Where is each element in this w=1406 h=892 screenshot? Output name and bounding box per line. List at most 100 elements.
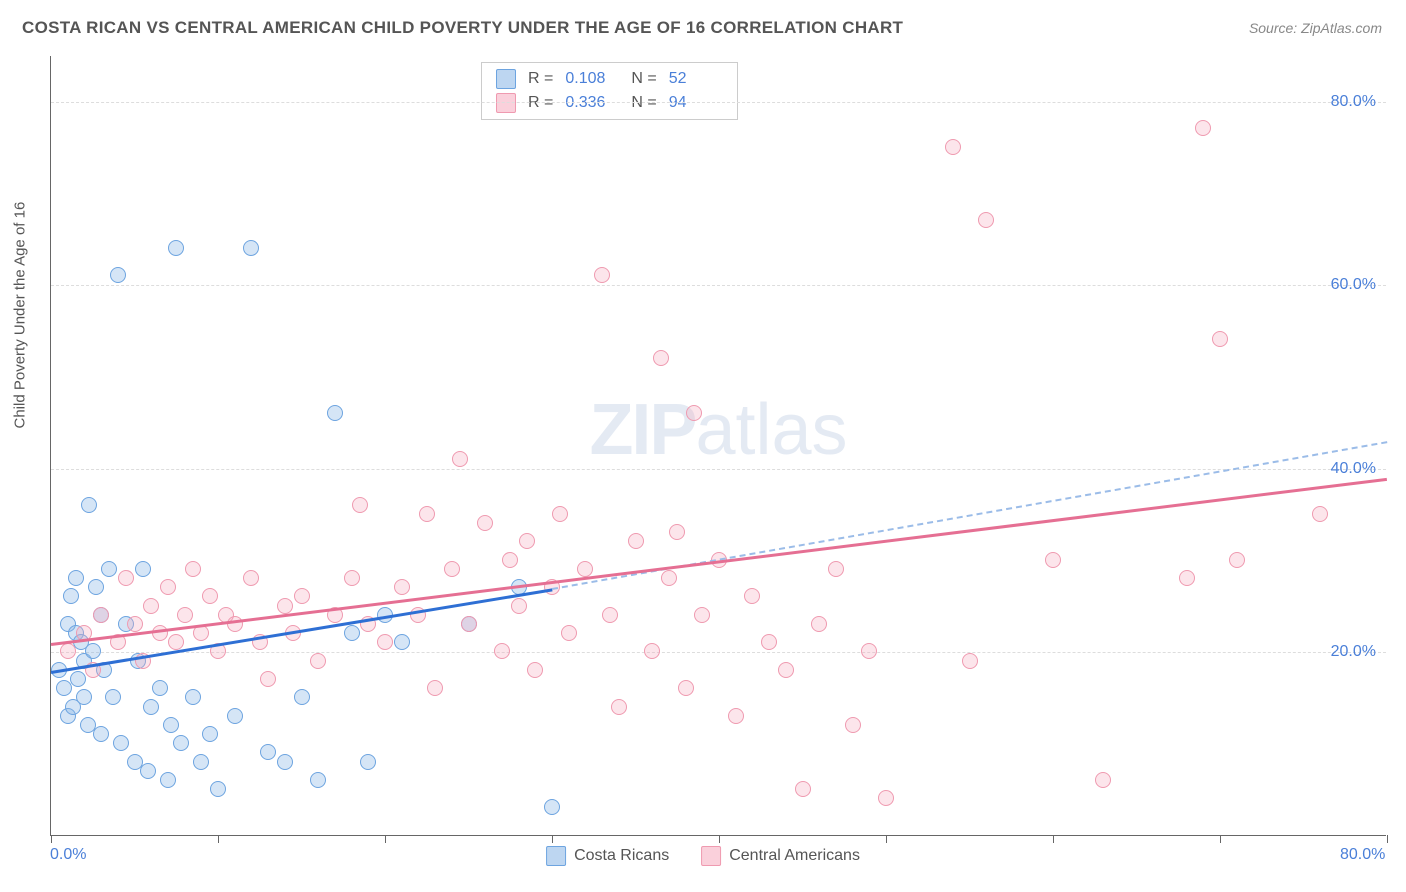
x-tick-label: 0.0% [50,846,86,864]
scatter-point [243,570,259,586]
r-value: 0.336 [565,94,619,112]
scatter-point [143,598,159,614]
scatter-point [352,497,368,513]
scatter-point [452,451,468,467]
scatter-point [310,653,326,669]
legend-stat-row: R = 0.108N = 52 [496,67,723,91]
r-value: 0.108 [565,70,619,88]
scatter-point [193,754,209,770]
scatter-point [669,524,685,540]
scatter-point [602,607,618,623]
scatter-point [527,662,543,678]
scatter-point [260,671,276,687]
x-tick [719,835,720,843]
x-tick [218,835,219,843]
scatter-point [394,579,410,595]
scatter-point [344,570,360,586]
scatter-point [1095,772,1111,788]
scatter-point [678,680,694,696]
scatter-point [494,643,510,659]
scatter-point [85,643,101,659]
scatter-point [113,735,129,751]
scatter-point [163,717,179,733]
legend-item: Central Americans [701,846,860,866]
scatter-point [511,598,527,614]
scatter-point [1229,552,1245,568]
n-value: 52 [669,70,723,88]
scatter-point [294,689,310,705]
y-tick-label: 20.0% [1331,643,1376,661]
n-value: 94 [669,94,723,112]
scatter-point [611,699,627,715]
r-label: R = [528,94,553,112]
scatter-point [694,607,710,623]
scatter-point [110,267,126,283]
scatter-point [552,506,568,522]
scatter-point [310,772,326,788]
scatter-point [260,744,276,760]
scatter-point [686,405,702,421]
scatter-point [1195,120,1211,136]
scatter-point [653,350,669,366]
scatter-point [1212,331,1228,347]
scatter-point [795,781,811,797]
scatter-point [661,570,677,586]
scatter-point [81,497,97,513]
scatter-point [160,579,176,595]
x-tick [385,835,386,843]
legend-swatch [701,846,721,866]
scatter-point [202,726,218,742]
legend-stat-row: R = 0.336 N = 94 [496,91,723,115]
scatter-point [377,634,393,650]
watermark-atlas: atlas [695,390,847,470]
legend-item: Costa Ricans [546,846,669,866]
scatter-point [177,607,193,623]
y-tick-label: 60.0% [1331,276,1376,294]
scatter-point [70,671,86,687]
scatter-point [628,533,644,549]
scatter-point [811,616,827,632]
scatter-point [227,708,243,724]
scatter-point [544,799,560,815]
chart-title: COSTA RICAN VS CENTRAL AMERICAN CHILD PO… [22,18,903,38]
y-tick-label: 80.0% [1331,93,1376,111]
scatter-point [101,561,117,577]
scatter-point [135,561,151,577]
scatter-point [761,634,777,650]
legend-stats: R = 0.108N = 52R = 0.336N = 94 [481,62,738,120]
scatter-point [728,708,744,724]
scatter-point [173,735,189,751]
scatter-point [594,267,610,283]
scatter-point [477,515,493,531]
scatter-point [1045,552,1061,568]
scatter-point [744,588,760,604]
scatter-point [1312,506,1328,522]
scatter-point [644,643,660,659]
scatter-point [88,579,104,595]
scatter-point [344,625,360,641]
scatter-point [93,726,109,742]
scatter-point [519,533,535,549]
scatter-point [277,754,293,770]
y-tick-label: 40.0% [1331,460,1376,478]
legend-swatch [546,846,566,866]
x-tick [1220,835,1221,843]
n-label: N = [631,94,656,112]
trend-line [51,478,1387,646]
scatter-point [168,240,184,256]
scatter-point [828,561,844,577]
scatter-point [502,552,518,568]
gridline [51,285,1386,286]
gridline [51,652,1386,653]
scatter-point [160,772,176,788]
scatter-point [360,754,376,770]
scatter-point [185,561,201,577]
watermark-zip: ZIP [589,390,695,470]
legend-label: Costa Ricans [574,847,669,865]
y-axis-label: Child Poverty Under the Age of 16 [12,202,29,429]
r-label: R = [528,70,553,88]
scatter-point [845,717,861,733]
scatter-point [427,680,443,696]
scatter-point [127,616,143,632]
legend-swatch [496,93,516,113]
